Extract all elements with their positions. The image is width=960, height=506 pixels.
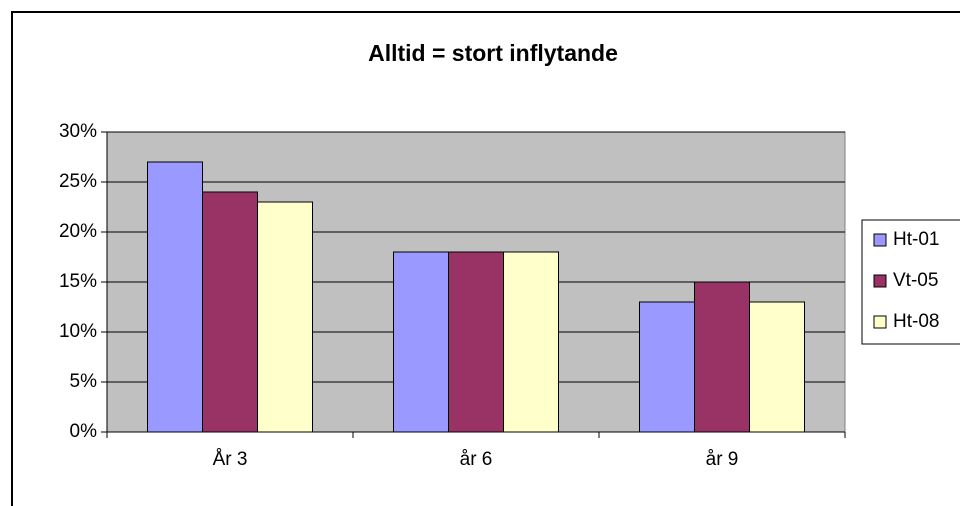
x-tick-label: år 9 [706,449,739,470]
y-tick-label: 25% [59,171,97,192]
x-tick-label: år 6 [460,449,493,470]
bar [639,301,695,433]
y-tick-label: 15% [59,271,97,292]
chart-title: Alltid = stort inflytande [368,40,618,66]
bar [503,251,559,433]
bar [147,161,203,433]
legend-swatch [873,274,887,288]
legend-label: Vt-05 [893,270,938,291]
y-tick-label: 10% [59,321,97,342]
bar [202,191,258,433]
bar [257,201,313,433]
legend-label: Ht-08 [893,311,939,332]
bar [749,301,805,433]
legend-swatch [873,315,887,329]
y-tick-label: 30% [59,121,97,142]
y-tick-label: 5% [70,371,98,392]
bar [448,251,504,433]
x-tick-label: År 3 [213,449,248,470]
legend-label: Ht-01 [893,229,939,250]
legend-swatch [873,233,887,247]
bar [694,281,750,433]
y-tick-label: 0% [70,421,98,442]
y-tick-label: 20% [59,221,97,242]
bar [393,251,449,433]
